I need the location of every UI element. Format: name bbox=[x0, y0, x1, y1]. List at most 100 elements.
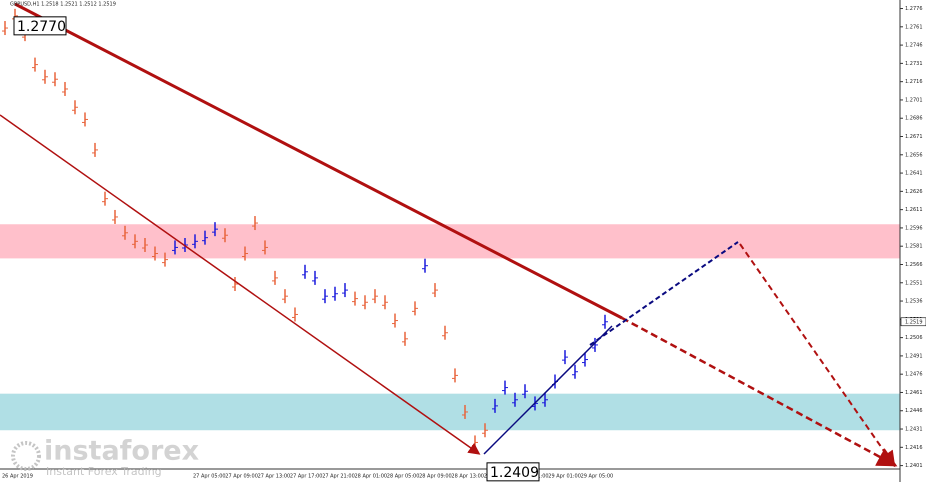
y-tick-label: 1.2656 bbox=[905, 152, 923, 158]
x-tick-label: 29 Apr 01:00 bbox=[548, 474, 581, 480]
price-bar bbox=[392, 313, 398, 328]
y-tick-label: 1.2581 bbox=[905, 244, 923, 250]
level-label: 1.2770 bbox=[17, 19, 66, 35]
x-tick-label: 27 Apr 05:00 bbox=[193, 474, 226, 480]
price-bar bbox=[232, 276, 238, 291]
x-tick-label: 26 Apr 2019 bbox=[2, 474, 33, 480]
price-bar bbox=[52, 72, 58, 87]
price-bar bbox=[412, 301, 418, 316]
forecast-down bbox=[739, 243, 896, 468]
y-tick-label: 1.2416 bbox=[905, 445, 923, 451]
price-bar bbox=[462, 404, 468, 419]
price-bar bbox=[362, 295, 368, 310]
x-tick-label: 27 Apr 09:00 bbox=[225, 474, 258, 480]
price-bar bbox=[72, 100, 78, 115]
price-bar bbox=[332, 286, 338, 301]
level-box bbox=[13, 16, 67, 36]
channel-line bbox=[0, 114, 481, 455]
y-tick-label: 1.2596 bbox=[905, 225, 923, 231]
price-bar bbox=[262, 240, 268, 255]
x-tick-label: 28 Apr 09:00 bbox=[419, 474, 452, 480]
price-bar bbox=[572, 364, 578, 379]
price-bar bbox=[92, 142, 98, 157]
y-tick-label: 1.2626 bbox=[905, 189, 923, 195]
price-bar bbox=[152, 246, 158, 261]
price-bar bbox=[602, 314, 608, 329]
price-bar bbox=[322, 289, 328, 304]
x-tick-label: 27 Apr 21:00 bbox=[322, 474, 355, 480]
price-bar bbox=[482, 423, 488, 438]
y-tick-label: 1.2761 bbox=[905, 24, 923, 30]
y-tick-label: 1.2701 bbox=[905, 97, 923, 103]
price-bar bbox=[542, 392, 548, 407]
y-tick-label: 1.2716 bbox=[905, 79, 923, 85]
price-bar bbox=[242, 246, 248, 261]
y-tick-label: 1.2641 bbox=[905, 171, 923, 177]
price-bar bbox=[192, 234, 198, 249]
price-bar bbox=[382, 295, 388, 310]
logo-icon bbox=[11, 441, 41, 471]
level-label: 1.2409 bbox=[490, 465, 539, 481]
price-bar bbox=[122, 225, 128, 240]
y-tick-label: 1.2566 bbox=[905, 262, 923, 268]
price-bar bbox=[432, 283, 438, 298]
price-bar bbox=[372, 289, 378, 304]
y-tick-label: 1.2446 bbox=[905, 408, 923, 414]
price-bar bbox=[282, 289, 288, 304]
price-bar bbox=[42, 69, 48, 84]
price-bar bbox=[102, 191, 108, 206]
price-bar bbox=[292, 307, 298, 322]
x-tick-label: 27 Apr 13:00 bbox=[258, 474, 291, 480]
price-bars bbox=[2, 8, 608, 450]
price-bar bbox=[272, 270, 278, 285]
price-bar bbox=[212, 222, 218, 237]
price-bar bbox=[202, 230, 208, 245]
price-bar bbox=[512, 392, 518, 407]
price-bar bbox=[142, 237, 148, 252]
price-bar bbox=[62, 81, 68, 96]
x-tick-label: 27 Apr 17:00 bbox=[290, 474, 323, 480]
level-box bbox=[486, 462, 540, 482]
y-tick-label: 1.2461 bbox=[905, 390, 923, 396]
trend-lines bbox=[0, 2, 898, 468]
x-tick-label: 28 Apr 05:00 bbox=[387, 474, 420, 480]
price-bar bbox=[112, 209, 118, 224]
price-bar bbox=[492, 398, 498, 413]
y-tick-label: 1.2506 bbox=[905, 335, 923, 341]
forecast-up bbox=[589, 241, 739, 346]
slogan: Instant Forex Trading bbox=[46, 465, 162, 478]
price-bar bbox=[82, 112, 88, 127]
header: GBPUSD,H1 1.2518 1.2521 1.2512 1.2519 bbox=[10, 2, 116, 8]
y-tick-label: 1.2491 bbox=[905, 353, 923, 359]
y-tick-label: 1.2746 bbox=[905, 43, 923, 49]
zone bbox=[0, 393, 900, 431]
y-tick-label: 1.2686 bbox=[905, 116, 923, 122]
price-bar bbox=[302, 264, 308, 279]
x-tick-label: 29 Apr 05:00 bbox=[581, 474, 614, 480]
price-bar bbox=[562, 350, 568, 365]
price-bar bbox=[402, 331, 408, 346]
price-bar bbox=[342, 283, 348, 298]
x-tick-label: 28 Apr 13:00 bbox=[451, 474, 484, 480]
price-bar bbox=[502, 380, 508, 395]
price-bar bbox=[32, 57, 38, 72]
price-bar bbox=[162, 252, 168, 267]
price-bar bbox=[582, 352, 588, 367]
y-tick-label: 1.2536 bbox=[905, 299, 923, 305]
price-bar bbox=[442, 325, 448, 340]
price-bar bbox=[592, 337, 598, 352]
y-tick-label: 1.2431 bbox=[905, 427, 923, 433]
price-bar bbox=[252, 216, 258, 231]
price-bar bbox=[522, 384, 528, 399]
wave-line bbox=[483, 325, 613, 455]
price-bar bbox=[422, 258, 428, 273]
resistance-line bbox=[14, 2, 623, 320]
y-tick-label: 1.2671 bbox=[905, 134, 923, 140]
forecast-line bbox=[621, 316, 898, 467]
price-bar bbox=[222, 228, 228, 243]
y-tick-label: 1.2611 bbox=[905, 207, 923, 213]
price-bar bbox=[132, 234, 138, 249]
x-tick-label: 28 Apr 01:00 bbox=[355, 474, 388, 480]
price-bar bbox=[312, 270, 318, 285]
